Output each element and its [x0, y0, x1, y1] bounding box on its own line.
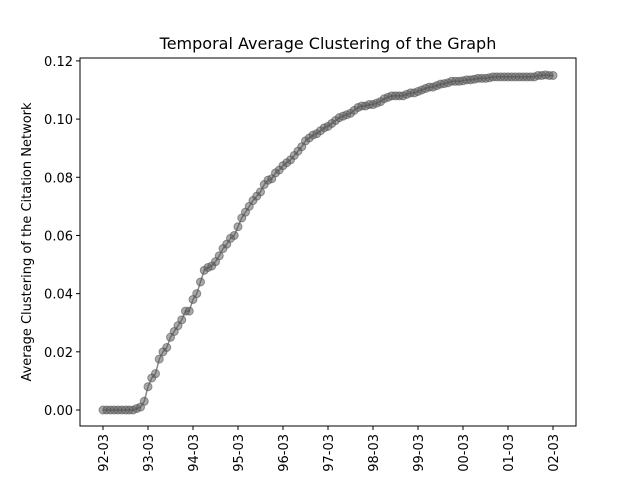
data-point	[214, 251, 224, 261]
data-point	[184, 306, 194, 316]
data-point	[548, 70, 558, 80]
y-tick-label: 0.04	[44, 288, 73, 303]
data-point	[139, 396, 149, 406]
y-axis-label: Average Clustering of the Citation Netwo…	[20, 102, 35, 382]
x-tick-label: 01-03	[502, 434, 517, 472]
data-point	[192, 289, 202, 299]
plot-frame	[79, 57, 577, 427]
x-tick-label: 95-03	[232, 434, 247, 472]
x-tick-label: 98-03	[367, 434, 382, 472]
x-tick-label: 99-03	[412, 434, 427, 472]
y-tick-label: 0.00	[44, 404, 73, 419]
x-tick-label: 93-03	[142, 434, 157, 472]
data-point	[233, 222, 243, 232]
data-point	[151, 369, 160, 379]
y-tick-label: 0.12	[44, 55, 73, 70]
y-tick-label: 0.08	[44, 171, 73, 186]
y-tick-label: 0.10	[44, 113, 73, 128]
data-point	[256, 187, 265, 197]
x-tick-label: 92-03	[97, 434, 112, 472]
data-point	[162, 342, 172, 352]
data-point	[196, 277, 205, 287]
data-point	[229, 230, 239, 240]
y-tick-label: 0.02	[44, 346, 73, 361]
data-point	[154, 354, 164, 364]
chart-title: Temporal Average Clustering of the Graph	[159, 34, 497, 53]
x-tick-label: 00-03	[457, 434, 472, 472]
x-tick-label: 97-03	[322, 434, 337, 472]
y-tick-label: 0.06	[44, 229, 73, 244]
data-point	[143, 382, 153, 392]
x-tick-label: 96-03	[277, 434, 292, 472]
x-tick-label: 02-03	[547, 434, 562, 472]
x-tick-label: 94-03	[187, 434, 202, 472]
data-point	[177, 315, 187, 325]
